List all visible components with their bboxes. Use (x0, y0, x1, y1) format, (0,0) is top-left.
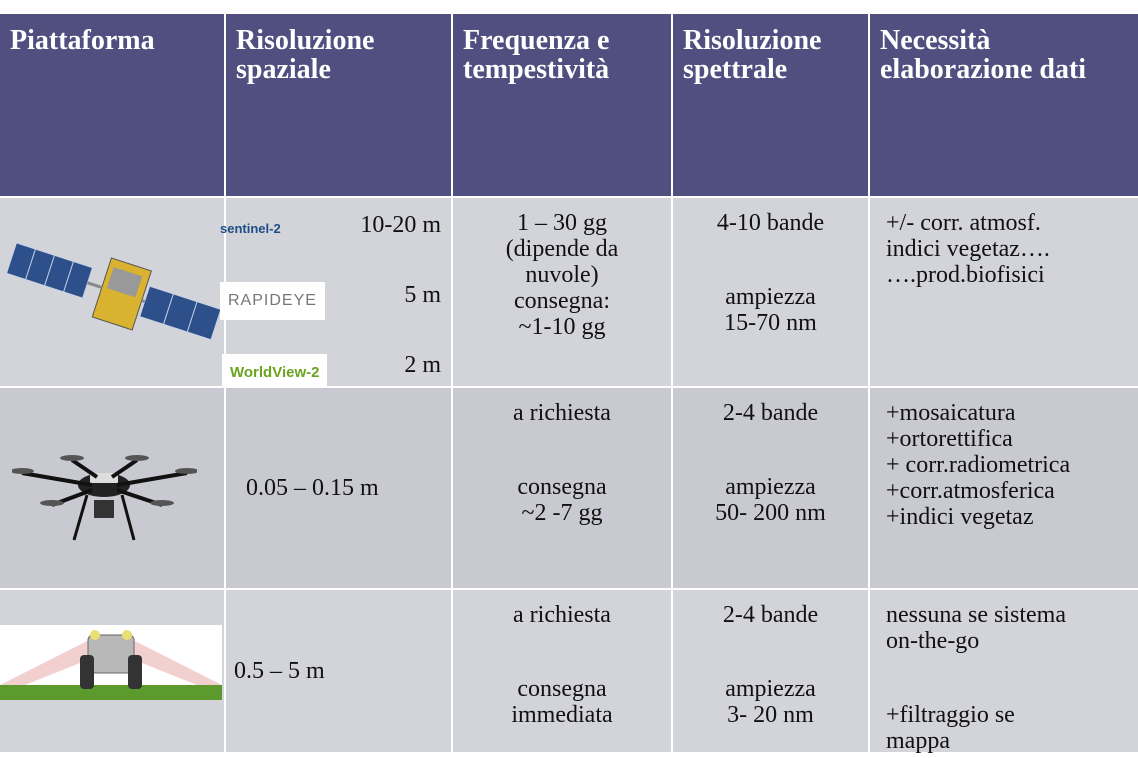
spatial-value: 5 m (404, 282, 441, 308)
text-line: ~2 -7 gg (521, 500, 603, 526)
header-cell: Piattaforma (0, 14, 224, 196)
satellite-image (5, 242, 220, 341)
text-block: ampiezza 3- 20 nm (673, 676, 868, 728)
spatial-cell: 0.5 – 5 m (226, 590, 451, 752)
text-line: nessuna se sistema (886, 602, 1066, 628)
text-block: +mosaicatura +ortorettifica + corr.radiome… (886, 400, 1138, 530)
frequency-cell: 1 – 30 gg (dipende da nuvole) consegna: ~1-1… (453, 198, 671, 386)
text-block: ampiezza 15-70 nm (673, 284, 868, 336)
spatial-value: 0.5 – 5 m (234, 658, 325, 684)
text-block: 1 – 30 gg (dipende da nuvole) consegna: ~1-1… (453, 210, 671, 340)
text-line: +/- corr. atmosf. (886, 210, 1041, 236)
text-block: a richiesta (453, 602, 671, 628)
text-line: indici vegetaz…. (886, 236, 1050, 262)
header-cell: Risoluzione spaziale (226, 14, 451, 196)
header-cell: Risoluzione spettrale (673, 14, 868, 196)
processing-cell: +mosaicatura +ortorettifica + corr.radiome… (870, 388, 1138, 588)
text-line: consegna (517, 676, 607, 702)
text-line: nuvole) (525, 262, 599, 288)
text-line: 2-4 bande (722, 602, 819, 628)
text-block: +filtraggio se mappa (886, 702, 1138, 754)
logo: sentinel-2 (220, 221, 281, 236)
text-block: 2-4 bande (673, 400, 868, 426)
text-line: +ortorettifica (886, 426, 1013, 452)
vehicle-image (0, 625, 222, 700)
text-line: 4-10 bande (716, 210, 825, 236)
text-line: mappa (886, 728, 950, 754)
spectral-cell: 2-4 bande ampiezza 3- 20 nm (673, 590, 868, 752)
text-block: +/- corr. atmosf. indici vegetaz…. ….prod.… (886, 210, 1138, 288)
text-block: a richiesta (453, 400, 671, 426)
header-cell: Frequenza e tempestività (453, 14, 671, 196)
spatial-value: 2 m (404, 352, 441, 378)
spatial-value: 10-20 m (360, 212, 441, 238)
frequency-cell: a richiesta consegna immediata (453, 590, 671, 752)
text-line: 15-70 nm (724, 310, 817, 336)
text-block: nessuna se sistema on-the-go (886, 602, 1138, 654)
text-line: +corr.atmosferica (886, 478, 1055, 504)
text-line: 1 – 30 gg (517, 210, 607, 236)
text-line: on-the-go (886, 628, 980, 654)
text-line: 3- 20 nm (727, 702, 814, 728)
text-line: 2-4 bande (722, 400, 819, 426)
drone-image (12, 455, 197, 541)
processing-cell: +/- corr. atmosf. indici vegetaz…. ….prod.… (870, 198, 1138, 386)
text-block: ampiezza 50- 200 nm (673, 474, 868, 526)
spatial-cell: sentinel-2 10-20 m RAPIDEYE 5 m WorldView-2 2… (220, 198, 451, 392)
logo: WorldView-2 (222, 354, 328, 392)
text-block: 4-10 bande (673, 210, 868, 236)
text-line: immediata (511, 702, 613, 728)
text-line: + corr.radiometrica (886, 452, 1071, 478)
text-line: ampiezza (725, 474, 816, 500)
spectral-cell: 2-4 bande ampiezza 50- 200 nm (673, 388, 868, 588)
text-line: +indici vegetaz (886, 504, 1034, 530)
frequency-cell: a richiesta consegna ~2 -7 gg (453, 388, 671, 588)
text-block: 2-4 bande (673, 602, 868, 628)
text-line: ampiezza (725, 284, 816, 310)
text-line: a richiesta (513, 602, 611, 628)
text-line: consegna (517, 474, 607, 500)
text-line: 50- 200 nm (715, 500, 826, 526)
text-line: ….prod.biofisici (886, 262, 1045, 288)
spatial-cell: 0.05 – 0.15 m (226, 388, 451, 588)
processing-cell: nessuna se sistema on-the-go +filtraggio s… (870, 590, 1138, 754)
spatial-value: 0.05 – 0.15 m (246, 475, 379, 501)
text-line: +filtraggio se (886, 702, 1015, 728)
logo: RAPIDEYE (220, 282, 325, 320)
spectral-cell: 4-10 bande ampiezza 15-70 nm (673, 198, 868, 386)
text-block: consegna ~2 -7 gg (453, 474, 671, 526)
text-line: +mosaicatura (886, 400, 1016, 426)
header-cell: Necessità elaborazione dati (870, 14, 1138, 196)
text-block: consegna immediata (453, 676, 671, 728)
text-line: ampiezza (725, 676, 816, 702)
text-line: a richiesta (513, 400, 611, 426)
text-line: consegna: (514, 288, 610, 314)
text-line: (dipende da (505, 236, 619, 262)
text-line: ~1-10 gg (518, 314, 606, 340)
